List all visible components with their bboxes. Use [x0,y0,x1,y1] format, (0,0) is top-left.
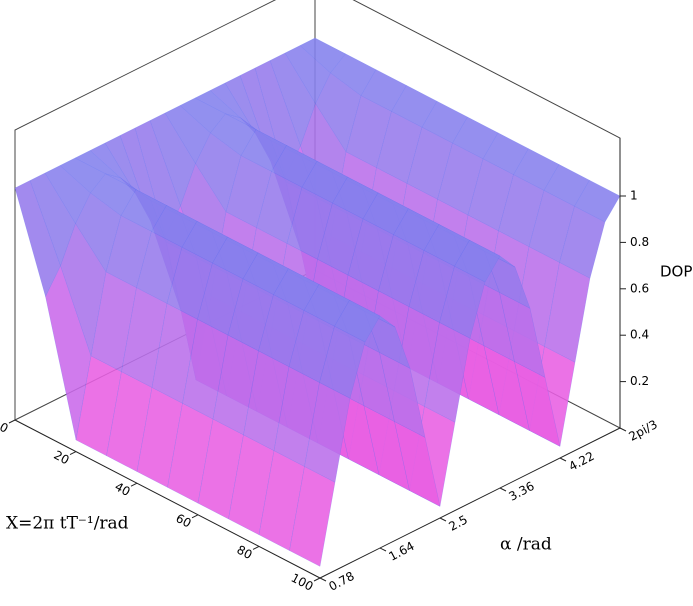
x-tick-label: 60 [173,511,193,531]
z-tick-label: 0.8 [630,235,649,249]
y-axis-label: α /rad [500,535,552,555]
x-tick [8,419,16,424]
y-tick [319,577,327,582]
x-tick-label: 0 [0,420,11,436]
surface-cell [304,382,351,483]
y-tick [619,427,627,432]
x-tick [252,545,260,550]
surface-cell [499,292,546,378]
y-tick [439,517,447,522]
surface-cell [289,466,336,567]
x-axis-label: X=2π tT⁻¹/rad [6,514,129,534]
z-tick-label: 0.4 [630,328,649,342]
y-tick-label: 2.5 [446,512,469,533]
x-tick [313,577,321,582]
x-tick [69,451,77,456]
surface-cell [334,299,381,343]
axis-line [14,419,321,579]
x-tick [191,514,199,519]
x-tick-label: 40 [112,479,132,499]
x-tick-label: 20 [51,448,71,468]
y-tick-label: 2pi/3 [626,417,659,444]
axis-line [319,427,621,579]
z-tick-label: 1 [630,189,638,203]
z-tick-label: 0.2 [630,374,649,388]
surface-cell [514,361,561,447]
y-tick [499,487,507,492]
surface-cell [424,322,471,423]
y-tick [559,457,567,462]
surface-cell [454,239,501,283]
y-tick [379,547,387,552]
surface [14,37,621,567]
z-axis-label: DOP [660,263,692,281]
z-tick-label: 0.6 [630,281,649,295]
x-tick-label: 80 [234,543,254,563]
surface-cell [439,265,486,339]
surface-cell [319,325,366,399]
x-tick [130,482,138,487]
